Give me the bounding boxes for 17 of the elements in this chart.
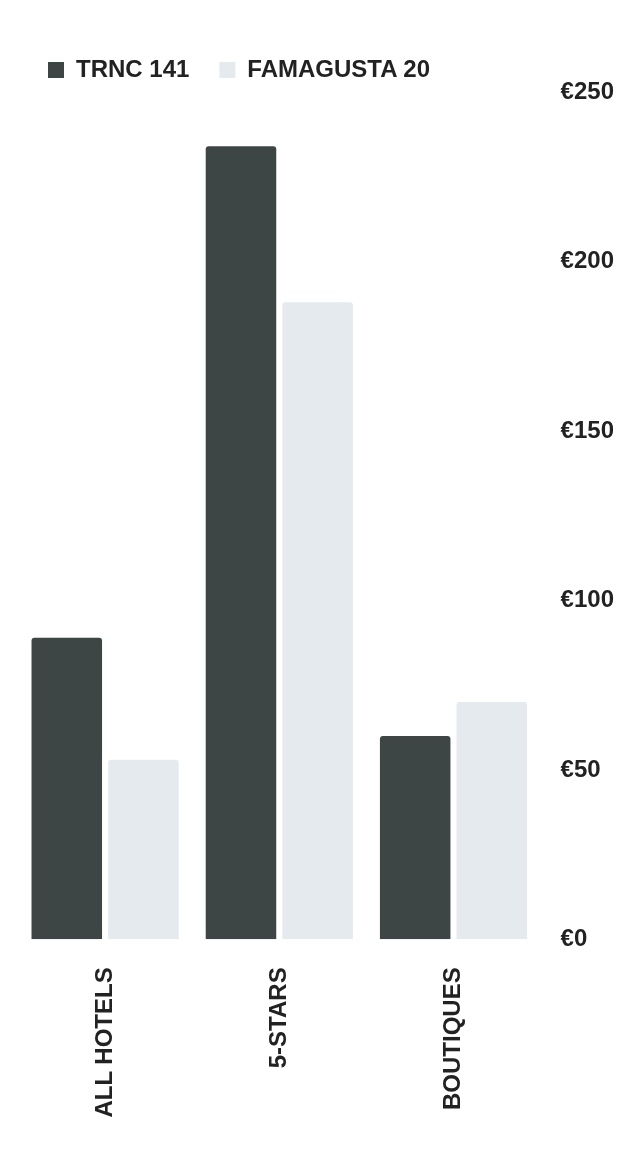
y-tick-label: €50: [560, 754, 601, 782]
x-tick-label: 5-STARS: [263, 967, 291, 1069]
y-tick-label: €100: [560, 585, 614, 613]
bar: [456, 702, 528, 940]
legend-label: TRNC 141: [76, 54, 190, 82]
x-tick-label: BOUTIQUES: [438, 967, 466, 1111]
bar: [282, 302, 353, 940]
bar: [379, 735, 451, 940]
bar: [108, 759, 179, 940]
x-tick-label: ALL HOTELS: [89, 967, 117, 1118]
bar: [205, 146, 277, 940]
y-tick-label: €250: [560, 76, 614, 104]
y-tick-label: €200: [560, 246, 614, 274]
y-tick-label: €0: [560, 923, 588, 951]
bar: [31, 637, 103, 940]
y-tick-label: €150: [560, 415, 614, 443]
legend-label: FAMAGUSTA 20: [247, 54, 431, 82]
